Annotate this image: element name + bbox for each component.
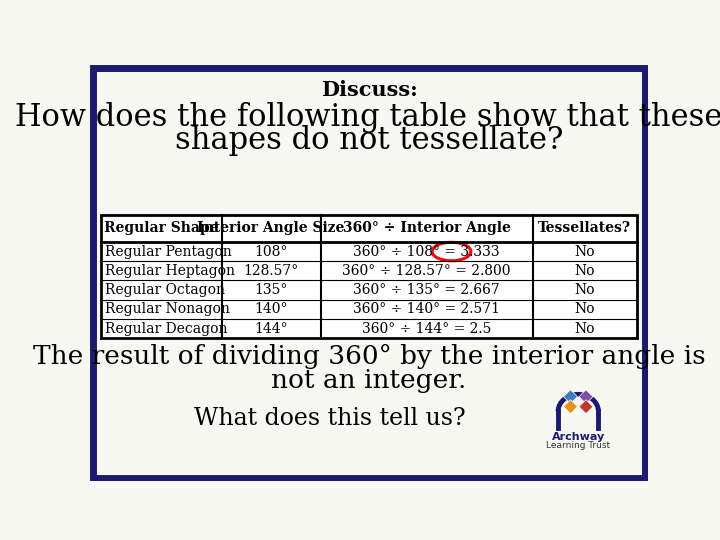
Text: Regular Heptagon: Regular Heptagon — [104, 264, 235, 278]
Text: 360° ÷ 108° = 3.333: 360° ÷ 108° = 3.333 — [354, 245, 500, 259]
Text: Interior Angle Size: Interior Angle Size — [197, 221, 345, 235]
Text: The result of dividing 360° by the interior angle is: The result of dividing 360° by the inter… — [32, 343, 706, 369]
Text: How does the following table show that these: How does the following table show that t… — [15, 102, 720, 133]
Text: 144°: 144° — [254, 321, 288, 335]
Text: shapes do not tessellate?: shapes do not tessellate? — [175, 125, 563, 156]
Text: 360° ÷ 144° = 2.5: 360° ÷ 144° = 2.5 — [362, 321, 491, 335]
Text: Regular Decagon: Regular Decagon — [104, 321, 228, 335]
Text: 108°: 108° — [254, 245, 288, 259]
Text: Discuss:: Discuss: — [320, 80, 418, 100]
Text: not an integer.: not an integer. — [271, 368, 467, 393]
Text: 360° ÷ 128.57° = 2.800: 360° ÷ 128.57° = 2.800 — [343, 264, 511, 278]
Text: No: No — [575, 302, 595, 316]
Text: 360° ÷ Interior Angle: 360° ÷ Interior Angle — [343, 221, 510, 235]
Text: 360° ÷ 140° = 2.571: 360° ÷ 140° = 2.571 — [353, 302, 500, 316]
Text: No: No — [575, 321, 595, 335]
Text: 128.57°: 128.57° — [243, 264, 299, 278]
Polygon shape — [564, 400, 577, 414]
Text: Learning Trust: Learning Trust — [546, 441, 611, 450]
Text: Regular Octagon: Regular Octagon — [104, 283, 225, 297]
Text: Regular Shape: Regular Shape — [104, 221, 218, 235]
Text: 140°: 140° — [254, 302, 288, 316]
Text: Tessellates?: Tessellates? — [539, 221, 631, 235]
Text: Regular Pentagon: Regular Pentagon — [104, 245, 231, 259]
Polygon shape — [579, 390, 593, 403]
Polygon shape — [564, 390, 577, 403]
Text: Regular Nonagon: Regular Nonagon — [104, 302, 230, 316]
Text: No: No — [575, 245, 595, 259]
Text: 360° ÷ 135° = 2.667: 360° ÷ 135° = 2.667 — [354, 283, 500, 297]
Text: What does this tell us?: What does this tell us? — [194, 407, 466, 430]
Bar — [101, 215, 637, 338]
FancyBboxPatch shape — [93, 68, 645, 477]
Text: 135°: 135° — [254, 283, 288, 297]
Polygon shape — [579, 400, 593, 414]
Text: No: No — [575, 264, 595, 278]
Text: No: No — [575, 283, 595, 297]
Text: Archway: Archway — [552, 432, 605, 442]
